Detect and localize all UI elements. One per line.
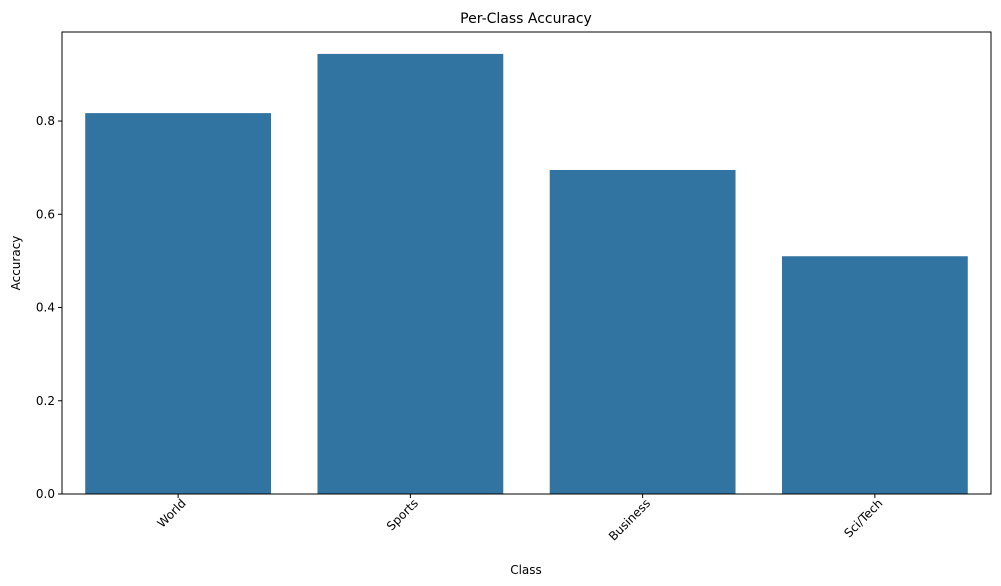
bar-scitech — [781, 256, 968, 494]
y-axis-label: Accuracy — [9, 236, 23, 291]
bar-world — [85, 113, 272, 494]
bar-sports — [317, 53, 504, 495]
y-tick-label: 0.2 — [36, 394, 55, 408]
x-tick-label: World — [155, 496, 189, 530]
y-tick-label: 0.8 — [36, 114, 55, 128]
x-tick-label: Sports — [384, 496, 421, 533]
bar-business — [549, 169, 736, 494]
y-tick-label: 0.4 — [36, 301, 55, 315]
chart-title: Per-Class Accuracy — [460, 11, 592, 27]
x-tick-label: Business — [606, 496, 653, 543]
x-axis-label: Class — [510, 563, 542, 577]
plot-frame — [61, 31, 992, 495]
x-tick-label: Sci/Tech — [841, 496, 885, 540]
y-tick-label: 0.0 — [36, 487, 55, 501]
y-tick-label: 0.6 — [36, 207, 55, 221]
